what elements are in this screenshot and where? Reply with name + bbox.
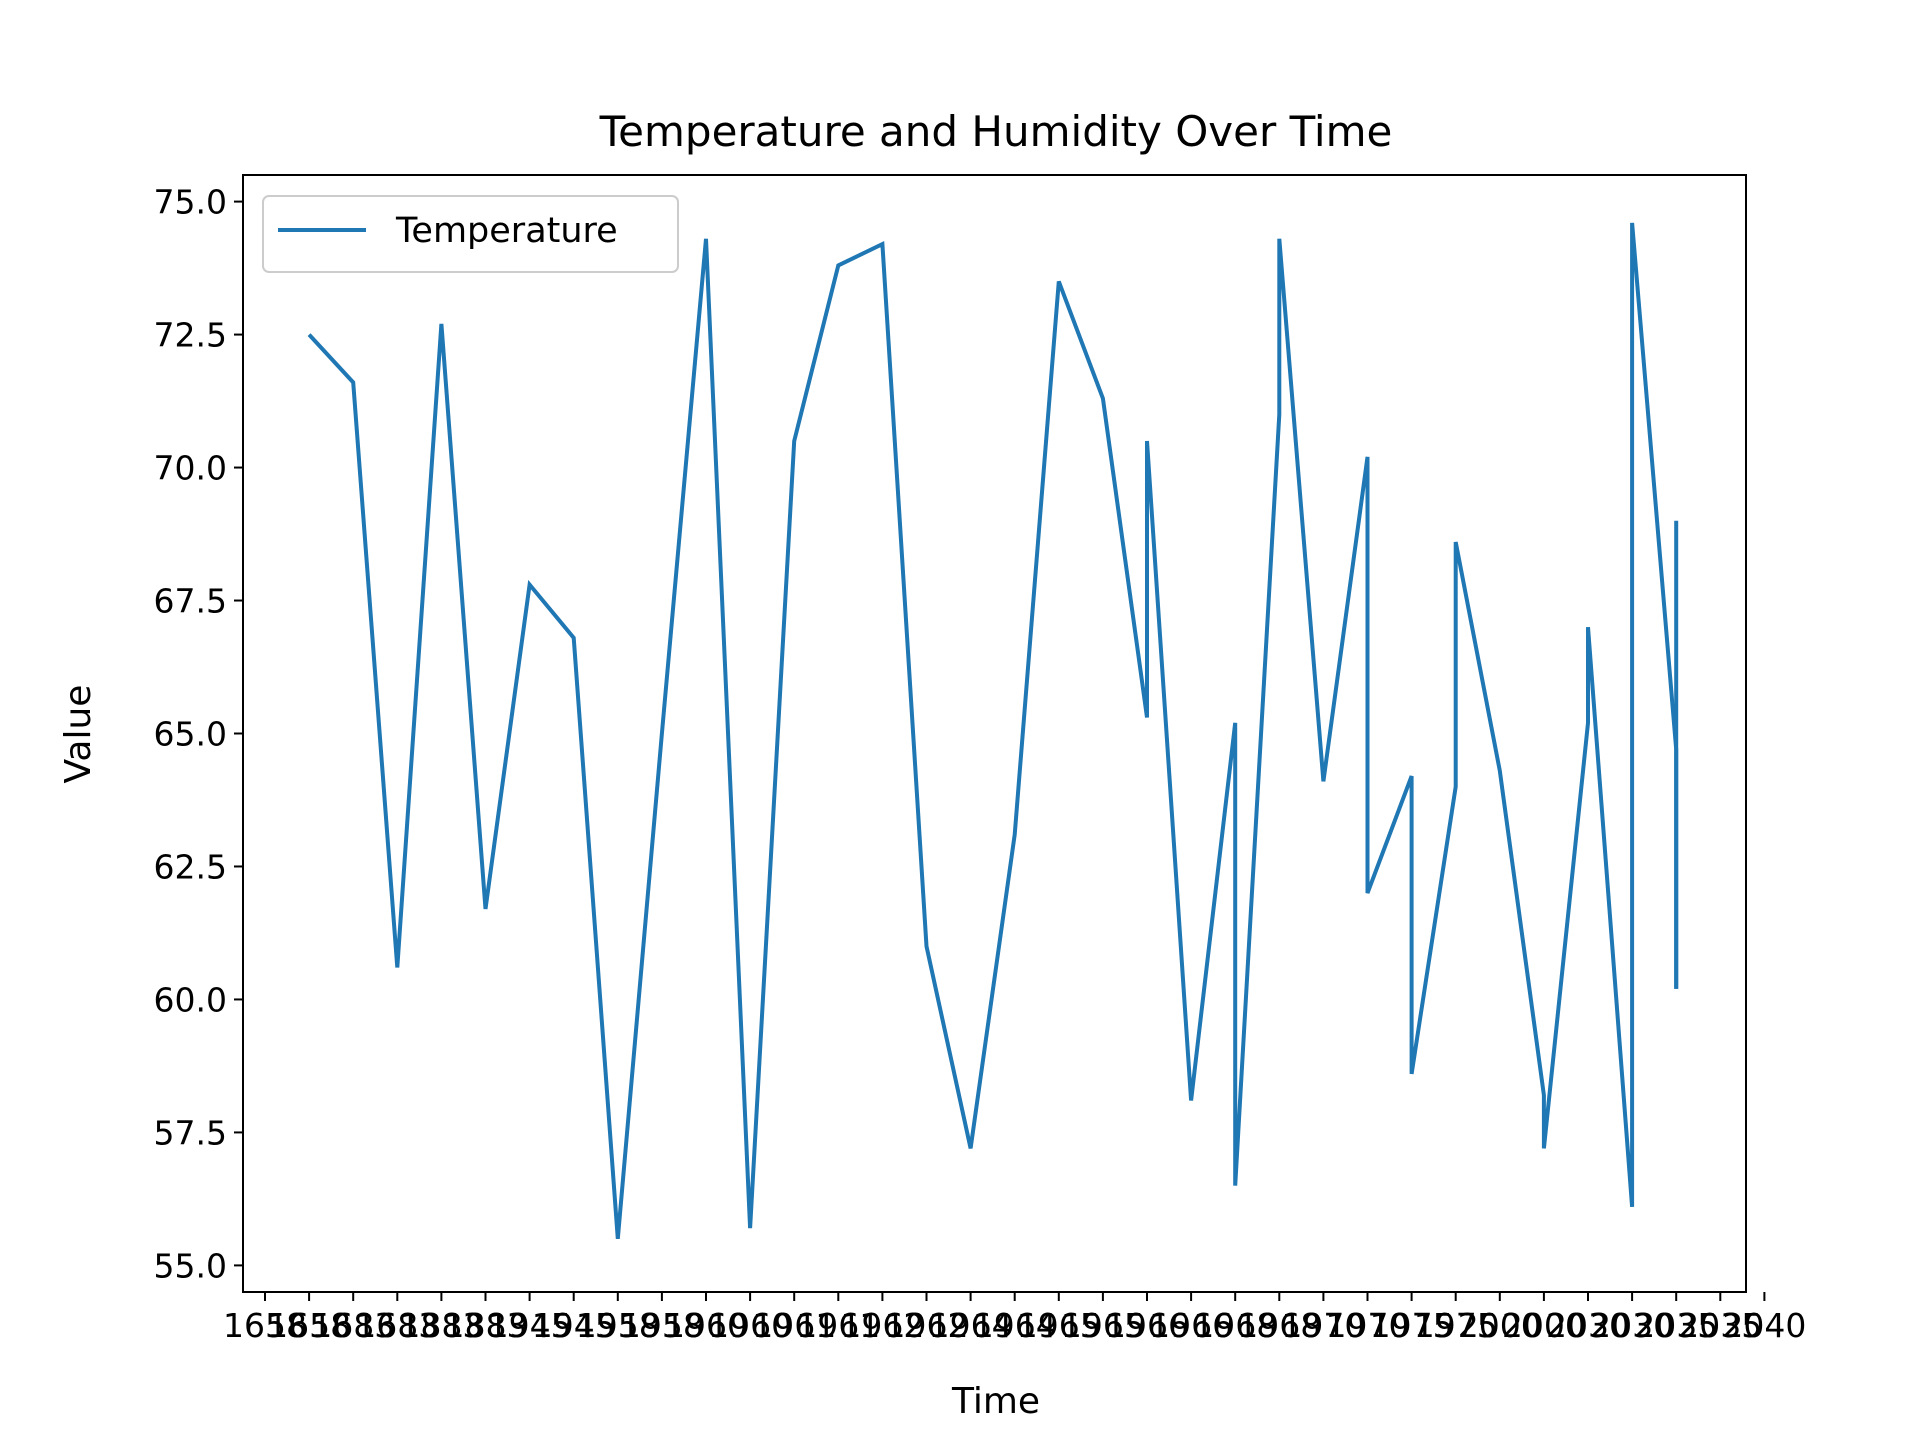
x-tick-label: 1970 xyxy=(1281,1306,1365,1345)
legend-label-temperature: Temperature xyxy=(395,211,618,251)
x-tick-label: 1658 xyxy=(267,1306,351,1345)
x-tick-label: 1958 xyxy=(620,1306,704,1345)
x-tick-label: 1945 xyxy=(532,1306,616,1345)
x-tick-label: 1968 xyxy=(1193,1306,1277,1345)
x-tick-label: 1975 xyxy=(1370,1306,1454,1345)
x-tick-label: 2035 xyxy=(1678,1306,1762,1345)
y-tick-label: 62.5 xyxy=(154,847,227,886)
x-tick-label: 1960 xyxy=(664,1306,748,1345)
x-tick-label: 1965 xyxy=(1061,1306,1145,1345)
legend: Temperature xyxy=(262,195,679,273)
x-tick-label: 1883 xyxy=(399,1306,483,1345)
y-tick-label: 67.5 xyxy=(154,582,227,621)
x-tick-label: 2035 xyxy=(1634,1306,1718,1345)
y-tick-label: 75.0 xyxy=(154,183,227,222)
y-tick-label: 65.0 xyxy=(154,715,227,754)
x-tick-label: 1683 xyxy=(311,1306,395,1345)
y-tick-label: 57.5 xyxy=(154,1113,227,1152)
x-tick-label: 1964 xyxy=(929,1306,1013,1345)
x-tick-label: 1683 xyxy=(355,1306,439,1345)
x-tick-label: 1958 xyxy=(576,1306,660,1345)
x-tick-label: 1658 xyxy=(223,1306,307,1345)
x-tick-label: 1961 xyxy=(796,1306,880,1345)
x-tick-label: 2040 xyxy=(1722,1306,1806,1345)
x-tick-label: 2000 xyxy=(1502,1306,1586,1345)
x-tick-label: 1970 xyxy=(1326,1306,1410,1345)
x-tick-label: 1945 xyxy=(488,1306,572,1345)
y-axis: 55.0 57.5 60.0 62.5 65.0 67.5 70.0 72.5 75.0 xyxy=(154,183,243,1285)
x-tick-label: 2030 xyxy=(1546,1306,1630,1345)
y-axis-label: Value xyxy=(58,685,99,784)
x-tick-label: 1883 xyxy=(444,1306,528,1345)
plot-area xyxy=(307,222,1679,1239)
x-tick-label: 1966 xyxy=(1105,1306,1189,1345)
x-tick-label: 2030 xyxy=(1590,1306,1674,1345)
y-tick-label: 72.5 xyxy=(154,316,227,355)
x-axis: 1658165816831683188318831945194519581958… xyxy=(223,1292,1806,1345)
x-tick-label: 1964 xyxy=(973,1306,1057,1345)
chart-title: Temperature and Humidity Over Time xyxy=(599,107,1393,156)
series-line-temperature xyxy=(307,222,1679,1239)
x-tick-label: 1968 xyxy=(1237,1306,1321,1345)
y-tick-label: 60.0 xyxy=(154,980,227,1019)
x-tick-label: 2000 xyxy=(1458,1306,1542,1345)
x-tick-label: 1965 xyxy=(1017,1306,1101,1345)
y-tick-label: 55.0 xyxy=(154,1246,227,1285)
y-tick-label: 70.0 xyxy=(154,449,227,488)
x-tick-label: 1966 xyxy=(1149,1306,1233,1345)
x-axis-label: Time xyxy=(951,1381,1040,1422)
x-tick-label: 1962 xyxy=(885,1306,969,1345)
x-tick-label: 1975 xyxy=(1414,1306,1498,1345)
x-tick-label: 1961 xyxy=(752,1306,836,1345)
x-tick-label: 1960 xyxy=(708,1306,792,1345)
x-tick-label: 1962 xyxy=(840,1306,924,1345)
legend-box xyxy=(262,195,679,273)
